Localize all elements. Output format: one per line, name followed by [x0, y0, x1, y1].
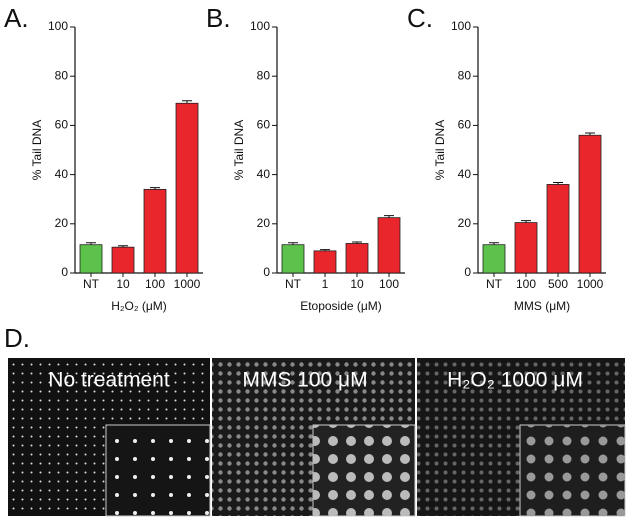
y-tick-label: 20 — [257, 216, 271, 230]
panel-label: A. — [4, 3, 29, 33]
x-axis-label: H₂O₂ (μM) — [111, 299, 167, 313]
x-tick-label: NT — [486, 277, 503, 291]
y-tick-label: 20 — [458, 216, 472, 230]
x-tick-label: 1000 — [174, 277, 201, 291]
error-bar — [489, 242, 499, 245]
y-tick-label: 80 — [458, 68, 472, 82]
y-tick-label: 0 — [464, 265, 471, 279]
micrograph: H₂O₂ 1000 μM — [417, 358, 626, 517]
x-axis-label: Etoposide (μM) — [300, 299, 382, 313]
y-tick-label: 0 — [61, 265, 68, 279]
micrograph: MMS 100 μM — [212, 358, 416, 517]
bar — [578, 134, 602, 274]
panel-label: C. — [407, 3, 433, 33]
image-title: H₂O₂ 1000 μM — [447, 369, 583, 392]
y-tick-label: 100 — [250, 19, 270, 33]
panel-label: D. — [4, 323, 30, 353]
x-tick-label: 500 — [548, 277, 568, 291]
bar — [79, 244, 103, 274]
bar — [281, 244, 305, 274]
y-tick-label: 40 — [458, 167, 472, 181]
x-tick-label: NT — [83, 277, 100, 291]
y-tick-label: 40 — [55, 167, 69, 181]
image-title: MMS 100 μM — [242, 369, 367, 392]
bar — [111, 246, 135, 274]
x-tick-label: 1000 — [577, 277, 604, 291]
x-tick-label: 100 — [145, 277, 165, 291]
x-tick-label: 100 — [516, 277, 536, 291]
error-bar — [352, 241, 362, 244]
error-bar — [320, 249, 330, 251]
image-title: No treatment — [48, 369, 170, 392]
y-tick-label: 20 — [55, 216, 69, 230]
y-tick-label: 80 — [257, 68, 271, 82]
bar — [143, 188, 167, 274]
x-tick-label: NT — [285, 277, 302, 291]
y-axis-label: % Tail DNA — [232, 120, 246, 180]
y-tick-label: 0 — [263, 265, 270, 279]
y-tick-label: 60 — [257, 118, 271, 132]
error-bar — [288, 242, 298, 245]
error-bar — [384, 215, 394, 218]
bar — [345, 243, 369, 274]
x-tick-label: 10 — [116, 277, 130, 291]
y-tick-label: 80 — [55, 68, 69, 82]
micrograph: No treatment — [8, 358, 211, 517]
bar — [377, 217, 401, 274]
bar — [313, 250, 337, 274]
error-bar — [553, 181, 563, 185]
bar — [482, 244, 506, 274]
error-bar — [150, 187, 160, 190]
bar — [546, 184, 570, 274]
x-tick-label: 1 — [322, 277, 329, 291]
y-tick-label: 60 — [55, 118, 69, 132]
y-axis-label: % Tail DNA — [30, 120, 44, 180]
y-tick-label: 100 — [48, 19, 68, 33]
error-bar — [521, 220, 531, 223]
error-bar — [182, 100, 192, 104]
bar — [175, 102, 199, 274]
y-tick-label: 40 — [257, 167, 271, 181]
bar — [514, 222, 538, 274]
error-bar — [118, 245, 128, 248]
x-tick-label: 100 — [379, 277, 399, 291]
x-tick-label: 10 — [350, 277, 364, 291]
error-bar — [585, 132, 595, 136]
panel-label: B. — [206, 3, 231, 33]
x-axis-label: MMS (μM) — [514, 299, 570, 313]
y-tick-label: 60 — [458, 118, 472, 132]
error-bar — [86, 242, 96, 245]
y-axis-label: % Tail DNA — [433, 120, 447, 180]
y-tick-label: 100 — [451, 19, 471, 33]
